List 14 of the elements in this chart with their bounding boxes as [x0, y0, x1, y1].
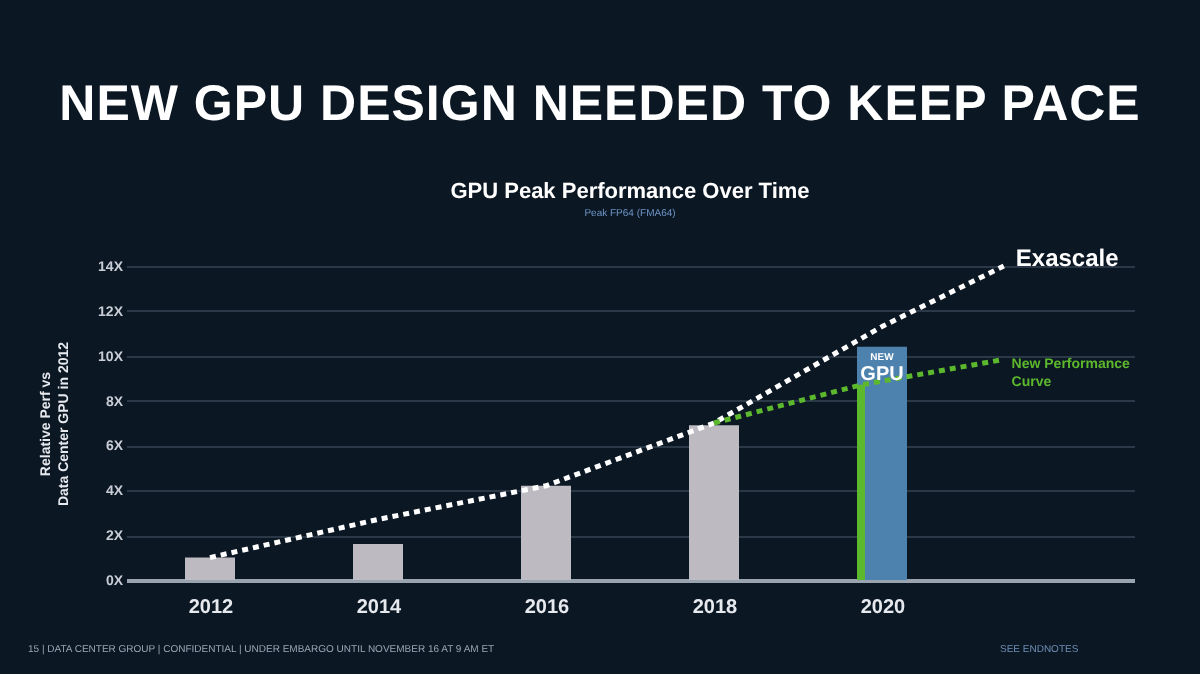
series-label: Exascale [1015, 244, 1120, 272]
x-tick-label: 2020 [860, 597, 907, 619]
x-tick-label: 2014 [356, 597, 403, 619]
line-series [207, 263, 1007, 561]
bar [185, 557, 235, 580]
bar [689, 425, 739, 580]
x-tick-label: 2016 [524, 597, 571, 619]
chart-title: NEW GPU DESIGN NEEDED TO KEEP PACE [57, 76, 1143, 134]
bar [521, 485, 571, 580]
annotation: GPU [860, 363, 904, 386]
x-tick-label: 2018 [692, 597, 739, 619]
bar [353, 544, 403, 580]
x-tick-label: 2012 [188, 597, 235, 619]
chart-subtitle: GPU Peak Performance Over Time [450, 180, 810, 204]
